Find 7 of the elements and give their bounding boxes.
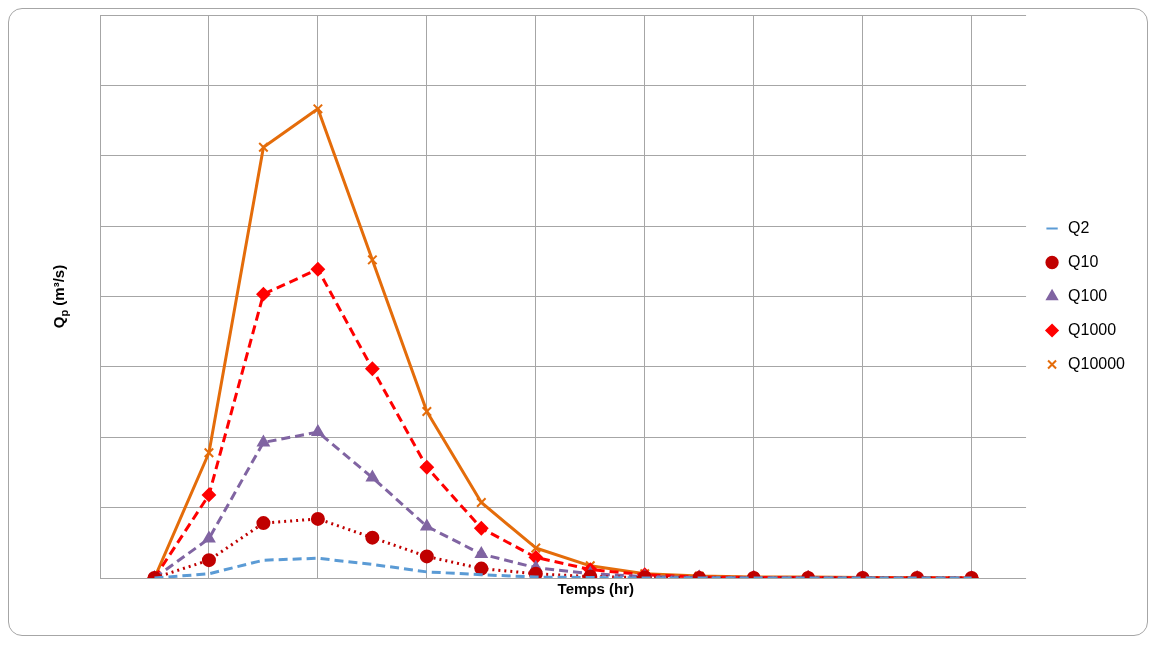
legend-label: Q1000 <box>1068 320 1117 338</box>
legend-label: Q10000 <box>1068 354 1126 372</box>
x-axis-title: Temps (hr) <box>557 579 634 597</box>
legend-label: Q100 <box>1068 286 1108 304</box>
legend-label: Q10 <box>1068 252 1099 270</box>
legend-label: Q2 <box>1068 218 1090 236</box>
y-axis-title: Qp (m³/s) <box>50 264 71 329</box>
